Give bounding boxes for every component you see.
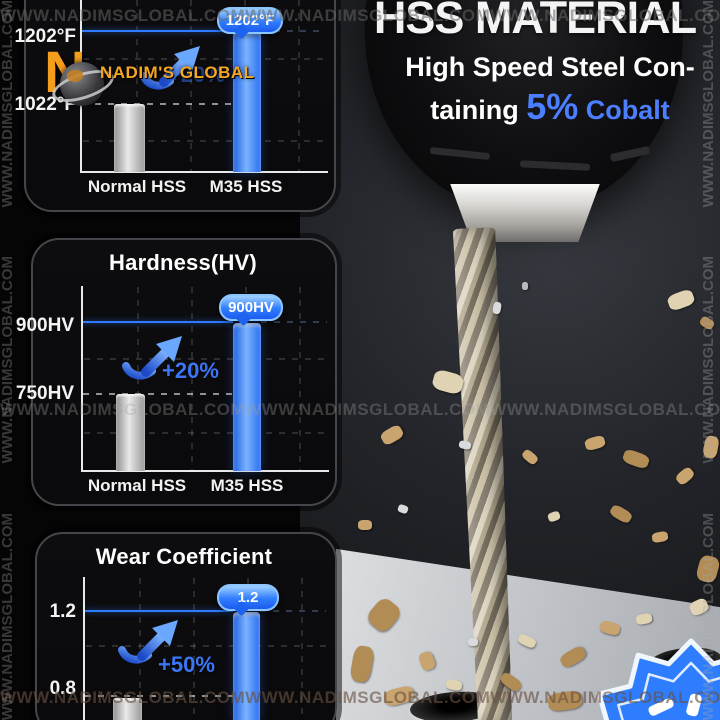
chart-wear-panel	[35, 532, 337, 720]
subtitle-line-2: taining 5% Cobalt	[380, 86, 720, 128]
chart-temperature-panel	[24, 0, 336, 212]
subtitle-text: taining	[430, 95, 519, 125]
chart-hardness-panel	[31, 238, 337, 506]
subtitle-line-1: High Speed Steel Con-	[405, 52, 695, 82]
cobalt-percentage: 5%	[526, 86, 579, 127]
cobalt-word: Cobalt	[585, 95, 670, 125]
page-title: HSS MATERIAL	[373, 0, 697, 43]
